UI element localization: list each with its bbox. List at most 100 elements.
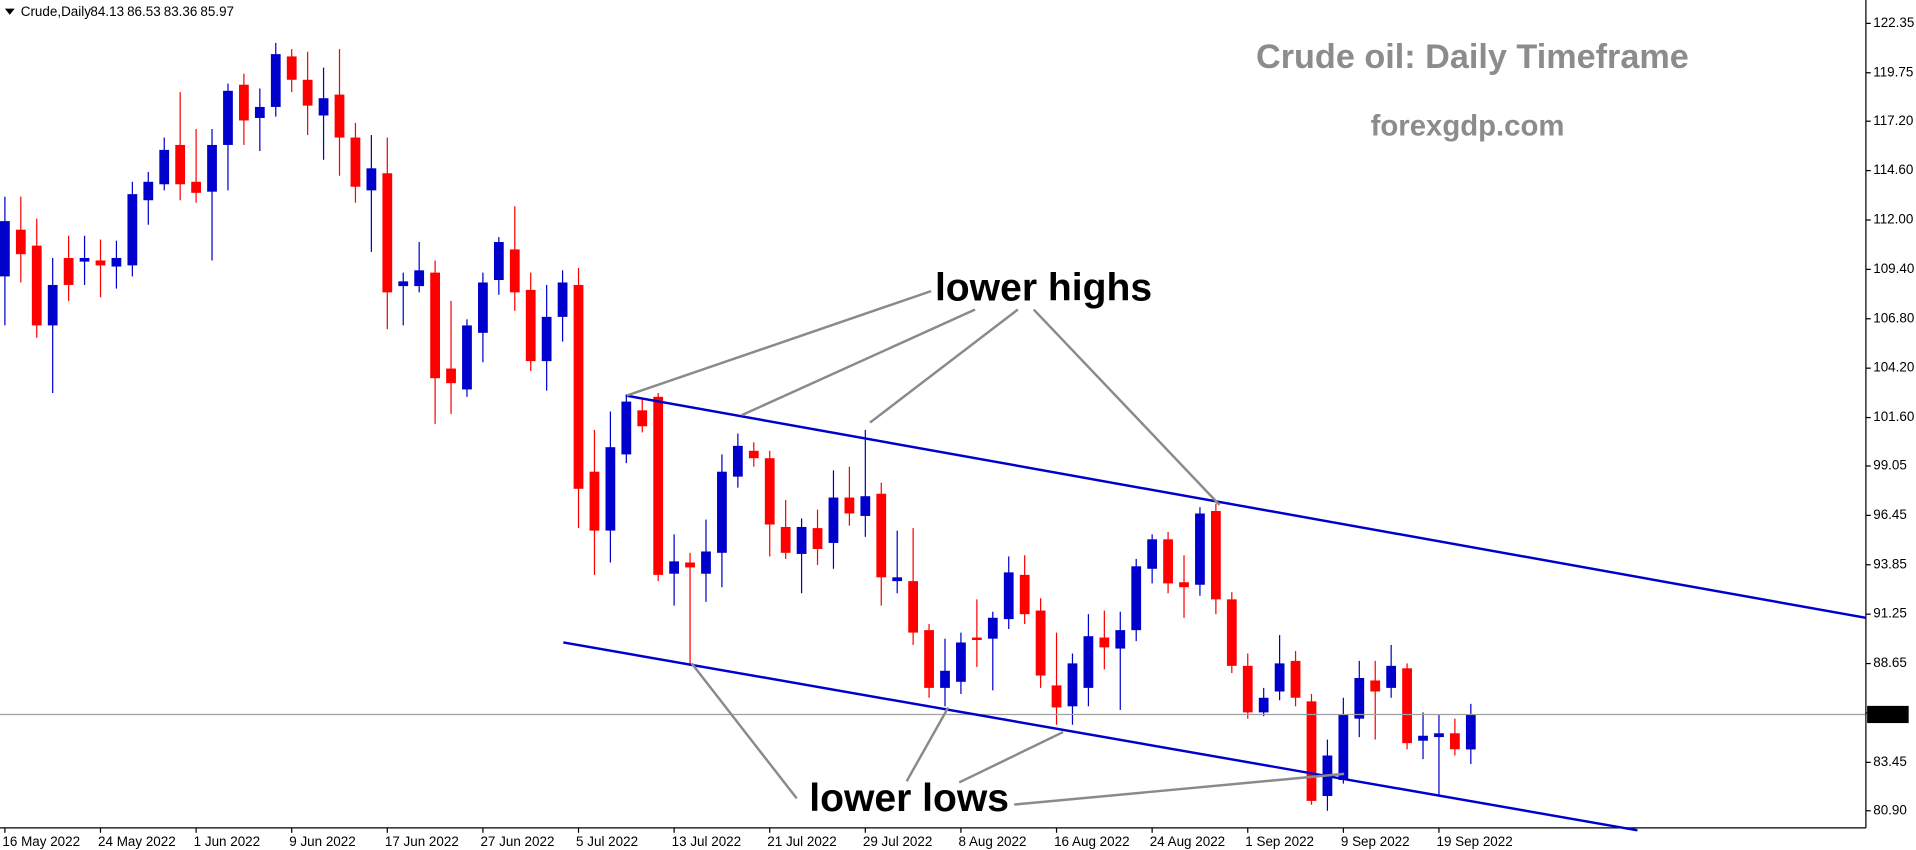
candle-body xyxy=(717,471,727,553)
y-tick-label: 88.65 xyxy=(1873,655,1907,670)
candle-body xyxy=(334,94,345,138)
candle-body xyxy=(828,497,839,543)
y-tick-label: 80.90 xyxy=(1873,802,1907,817)
annotation-lower-highs: lower highs xyxy=(935,266,1152,309)
y-tick-label: 83.45 xyxy=(1873,754,1907,769)
pointer-lines xyxy=(626,289,1345,806)
candle-body xyxy=(143,181,154,201)
candle-body xyxy=(254,106,265,118)
pointer-line xyxy=(626,289,932,397)
candle-body xyxy=(1035,610,1046,676)
ohlc-open: 84.13 xyxy=(90,4,124,19)
x-tick-label: 27 Jun 2022 xyxy=(480,834,554,849)
candle-body xyxy=(350,137,361,187)
pointer-line xyxy=(1014,772,1345,806)
y-tick-label: 114.60 xyxy=(1873,162,1913,177)
candle-body xyxy=(971,637,982,641)
symbol: Crude,Daily xyxy=(21,4,91,19)
y-tick-label: 112.00 xyxy=(1873,212,1913,227)
candle-body xyxy=(956,642,966,682)
ohlc-high: 86.53 xyxy=(127,4,161,19)
candle-body xyxy=(95,260,106,266)
candle-body xyxy=(159,149,170,185)
candle-body xyxy=(1306,701,1317,801)
candle-body xyxy=(1163,539,1173,584)
candle-body xyxy=(1195,513,1205,585)
x-tick-label: 19 Sep 2022 xyxy=(1437,834,1513,849)
pointer-line xyxy=(1032,308,1221,506)
x-tick-label: 16 May 2022 xyxy=(2,834,80,849)
candle-body xyxy=(796,526,807,554)
candle-body xyxy=(1131,566,1142,631)
candle-body xyxy=(1147,539,1158,569)
candle-body xyxy=(669,561,680,574)
annotation-title: Crude oil: Daily Timeframe xyxy=(1256,38,1689,76)
candle-body xyxy=(1242,665,1253,713)
candle-body xyxy=(63,257,74,285)
current-price-label: 85.97 xyxy=(1871,706,1905,721)
x-tick-label: 9 Sep 2022 xyxy=(1341,834,1410,849)
x-tick-label: 16 Aug 2022 xyxy=(1054,834,1129,849)
candle-body xyxy=(1099,637,1110,648)
lower-trendline xyxy=(563,641,1638,832)
candle-body xyxy=(1434,733,1444,738)
y-tick-label: 117.20 xyxy=(1873,113,1913,128)
pointer-line xyxy=(741,308,976,417)
x-tick-label: 29 Jul 2022 xyxy=(863,834,932,849)
candle-body xyxy=(223,90,233,145)
candle-body xyxy=(414,270,425,287)
candle-body xyxy=(844,497,855,514)
candle-body xyxy=(207,144,217,192)
upper-trendline xyxy=(625,394,1867,620)
candle-body xyxy=(1418,735,1428,741)
menu-triangle[interactable] xyxy=(4,8,15,15)
y-tick-label: 109.40 xyxy=(1873,261,1914,276)
candle-body xyxy=(302,79,313,106)
x-tick-label: 24 Aug 2022 xyxy=(1150,834,1225,849)
candle-body xyxy=(1370,680,1381,692)
candle-body xyxy=(318,98,329,116)
candle-body xyxy=(1290,660,1301,698)
candle-body xyxy=(908,581,919,633)
candle-body xyxy=(446,368,456,384)
y-tick-label: 104.20 xyxy=(1873,360,1914,375)
candle-body xyxy=(1402,668,1412,744)
candle-body xyxy=(462,325,472,390)
candle-body xyxy=(0,221,10,277)
candle-body xyxy=(732,445,743,477)
y-tick-label: 119.75 xyxy=(1873,64,1913,79)
candle-body xyxy=(987,617,998,639)
candle-body xyxy=(15,229,26,255)
candle-body xyxy=(366,168,377,191)
candle-body xyxy=(1051,685,1062,708)
candle-body xyxy=(1019,574,1030,615)
y-tick-label: 122.35 xyxy=(1873,15,1914,30)
current-price-box xyxy=(1867,705,1909,724)
annotation-lower-lows: lower lows xyxy=(809,777,1009,820)
x-tick-label: 17 Jun 2022 xyxy=(385,834,459,849)
candle-body xyxy=(270,54,281,107)
candle-body xyxy=(892,577,903,582)
candle-body xyxy=(1067,663,1078,707)
y-tick-label: 101.60 xyxy=(1873,409,1914,424)
candle-body xyxy=(286,56,297,80)
candle-body xyxy=(924,630,934,688)
candle-body xyxy=(557,282,568,317)
candle-body xyxy=(876,493,887,578)
x-tick-label: 21 Jul 2022 xyxy=(767,834,836,849)
candle-body xyxy=(701,551,711,574)
ohlc-low: 83.36 xyxy=(164,4,198,19)
candle-body xyxy=(1338,714,1349,781)
candle-body xyxy=(940,670,950,688)
candle-body xyxy=(1354,678,1365,719)
candle-body xyxy=(398,281,409,287)
candle-body xyxy=(812,528,823,550)
candle-body xyxy=(605,447,616,531)
y-tick-label: 91.25 xyxy=(1873,606,1907,621)
candle-body xyxy=(685,562,695,568)
candle-body xyxy=(1226,599,1237,666)
candle-body xyxy=(191,181,201,193)
y-tick-label: 96.45 xyxy=(1873,507,1907,522)
pointer-line xyxy=(905,706,950,782)
